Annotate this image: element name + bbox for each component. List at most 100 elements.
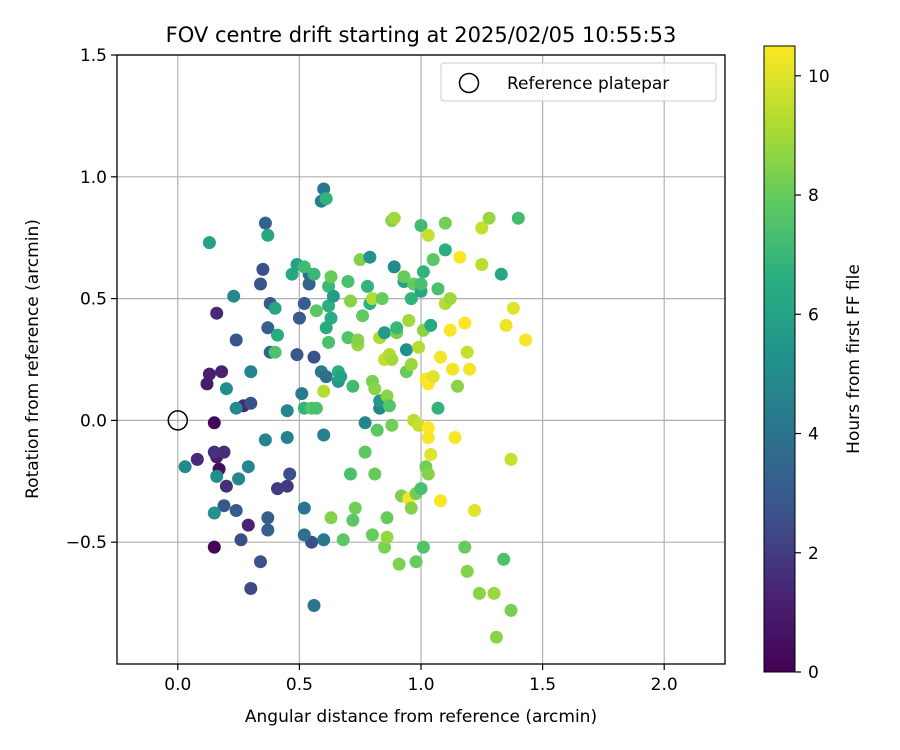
x-axis-ticks: 0.0 0.5 1.0 1.5 2.0 xyxy=(164,664,678,695)
data-point xyxy=(412,340,426,354)
x-tick-label: 0.5 xyxy=(286,675,313,695)
data-point xyxy=(434,350,447,364)
data-point xyxy=(458,540,472,554)
chart-title: FOV centre drift starting at 2025/02/05 … xyxy=(166,23,677,47)
data-point xyxy=(392,557,406,571)
x-tick-label: 1.5 xyxy=(529,675,556,695)
colorbar-label: Hours from first FF file xyxy=(844,264,864,454)
data-point xyxy=(322,299,336,313)
data-point xyxy=(244,396,258,410)
data-point xyxy=(368,467,382,481)
data-point xyxy=(324,270,338,284)
data-point xyxy=(431,282,445,296)
data-point xyxy=(217,445,231,459)
data-point xyxy=(261,523,275,537)
data-point xyxy=(307,350,321,364)
data-point xyxy=(280,431,294,444)
scatter-points xyxy=(178,182,533,644)
data-point xyxy=(448,431,462,444)
data-point xyxy=(404,292,418,306)
data-point xyxy=(261,511,275,525)
data-point xyxy=(358,416,372,430)
data-point xyxy=(460,345,474,359)
data-point xyxy=(207,445,221,459)
data-point xyxy=(519,333,533,347)
data-point xyxy=(229,333,243,347)
data-point xyxy=(285,267,299,281)
data-point xyxy=(271,328,284,342)
data-point xyxy=(295,387,309,401)
data-point xyxy=(317,533,331,547)
data-point xyxy=(317,428,331,442)
data-point xyxy=(261,321,275,335)
x-axis-label: Angular distance from reference (arcmin) xyxy=(245,707,597,727)
data-point xyxy=(421,228,435,242)
data-point xyxy=(297,297,311,310)
data-point xyxy=(361,279,374,293)
data-point xyxy=(344,294,357,308)
data-point xyxy=(412,418,426,432)
data-point xyxy=(365,292,379,306)
data-point xyxy=(504,452,518,466)
data-point xyxy=(380,389,394,403)
data-point xyxy=(402,314,416,327)
data-point xyxy=(489,630,503,644)
data-point xyxy=(468,504,481,517)
x-tick-label: 2.0 xyxy=(651,675,678,695)
data-point xyxy=(341,275,355,288)
data-point xyxy=(334,370,348,384)
legend-label: Reference platepar xyxy=(507,74,669,94)
data-point xyxy=(210,469,224,483)
data-point xyxy=(511,211,525,225)
data-point xyxy=(390,321,404,335)
data-point xyxy=(404,357,418,371)
data-point xyxy=(487,586,501,600)
colorbar xyxy=(763,45,796,673)
data-point xyxy=(353,253,367,267)
colorbar-tick-label: 0 xyxy=(808,663,819,683)
data-point xyxy=(426,253,440,267)
data-point xyxy=(431,401,445,415)
data-point xyxy=(254,555,267,569)
data-point xyxy=(219,479,233,493)
reference-platepar-marker xyxy=(167,410,189,431)
data-point xyxy=(421,421,435,435)
data-point xyxy=(227,289,241,303)
data-point xyxy=(190,452,204,466)
data-point xyxy=(232,472,246,486)
data-point xyxy=(387,211,401,225)
data-point xyxy=(414,482,428,496)
data-point xyxy=(346,379,360,393)
reference-marker xyxy=(167,410,189,431)
data-point xyxy=(378,326,391,340)
data-point xyxy=(472,586,486,600)
data-point xyxy=(207,540,221,554)
y-tick-label: 0.0 xyxy=(80,411,107,431)
data-point xyxy=(292,311,306,325)
data-point xyxy=(504,603,518,617)
data-point xyxy=(280,404,294,418)
data-point xyxy=(370,423,384,437)
data-point xyxy=(438,243,452,257)
colorbar-tick-label: 4 xyxy=(808,425,819,445)
data-point xyxy=(307,599,321,612)
data-point xyxy=(497,552,511,566)
data-point xyxy=(297,260,311,274)
data-point xyxy=(494,267,508,281)
data-point xyxy=(451,379,464,393)
data-point xyxy=(463,362,477,376)
x-tick-label: 1.0 xyxy=(407,675,434,695)
data-point xyxy=(351,333,365,347)
data-point xyxy=(499,318,513,332)
data-point xyxy=(234,533,248,547)
y-axis-ticks: −0.5 0.0 0.5 1.0 1.5 xyxy=(66,46,117,553)
data-point xyxy=(387,260,401,274)
data-point xyxy=(280,479,294,493)
data-point xyxy=(219,382,233,396)
y-tick-label: 1.5 xyxy=(80,46,107,66)
data-point xyxy=(344,467,357,481)
data-point xyxy=(202,367,216,381)
data-point xyxy=(271,482,284,496)
data-point xyxy=(399,343,413,357)
data-point xyxy=(421,431,435,444)
